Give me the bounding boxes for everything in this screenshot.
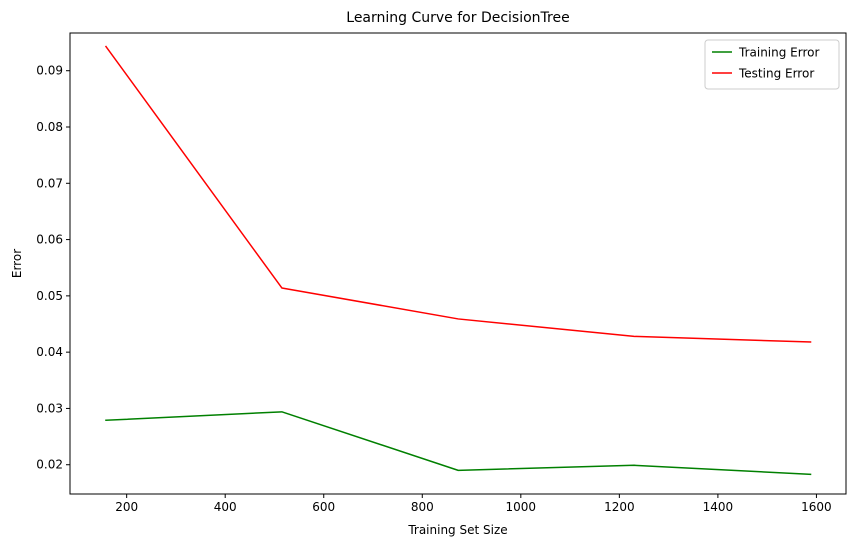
y-tick-label: 0.04 [36, 345, 63, 359]
legend-label-training-error: Training Error [738, 46, 819, 60]
plot-area-frame [69, 32, 847, 495]
y-tick-label: 0.05 [36, 289, 63, 303]
series-lines [104, 45, 812, 476]
x-tick-label: 1000 [506, 500, 537, 514]
series-line-testing-error [104, 45, 812, 343]
x-tick-label: 400 [214, 500, 237, 514]
chart-title: Learning Curve for DecisionTree [346, 10, 569, 26]
x-axis-label: Training Set Size [407, 523, 507, 537]
x-tick-label: 600 [312, 500, 335, 514]
series-line-training-error [105, 411, 812, 476]
y-tick-label: 0.03 [36, 401, 63, 415]
x-tick-label: 1600 [801, 500, 832, 514]
legend: Training Error Testing Error [704, 39, 840, 90]
y-axis-ticks: 0.02 0.03 0.04 0.05 0.06 0.07 0.08 0.09 [36, 64, 70, 472]
x-tick-label: 800 [411, 500, 434, 514]
legend-label-testing-error: Testing Error [738, 67, 814, 81]
y-tick-label: 0.09 [36, 64, 63, 78]
y-tick-label: 0.07 [36, 176, 63, 190]
y-tick-label: 0.06 [36, 233, 63, 247]
x-tick-label: 200 [115, 500, 138, 514]
y-tick-label: 0.08 [36, 120, 63, 134]
legend-box [704, 39, 840, 90]
x-tick-label: 1400 [703, 500, 734, 514]
y-tick-label: 0.02 [36, 458, 63, 472]
x-axis-ticks: 200 400 600 800 1000 1200 1400 1600 [115, 494, 832, 514]
y-axis-label: Error [10, 249, 24, 278]
x-tick-label: 1200 [604, 500, 635, 514]
